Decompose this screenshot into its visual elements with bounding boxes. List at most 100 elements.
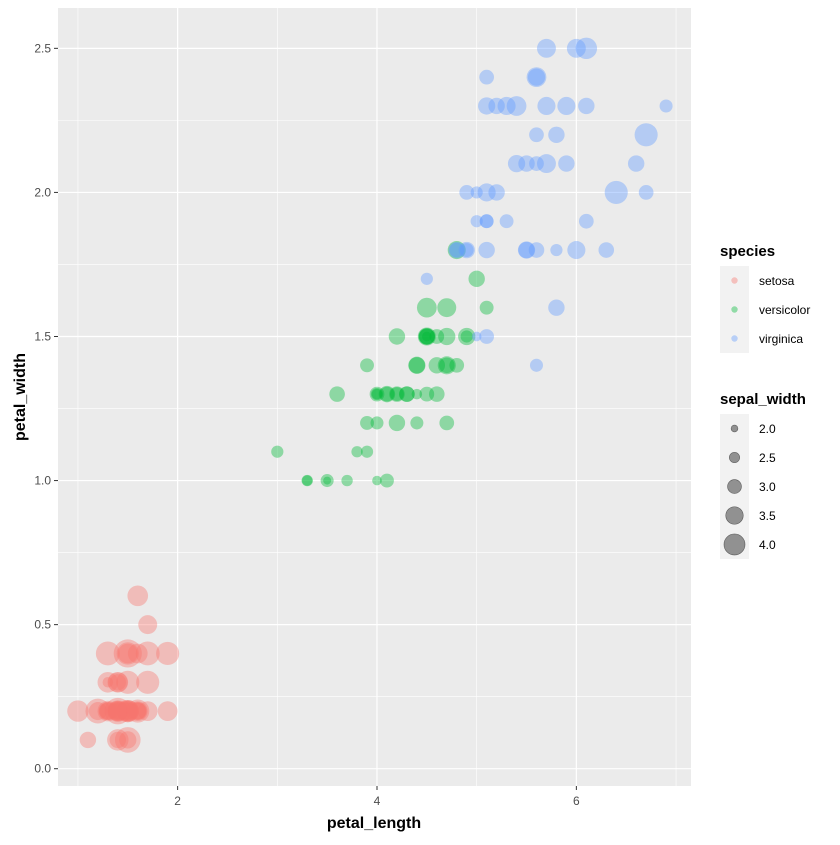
data-point-setosa bbox=[109, 702, 127, 720]
data-point-setosa bbox=[102, 677, 114, 688]
x-tick-label: 6 bbox=[573, 794, 580, 808]
data-point-virginica bbox=[478, 97, 496, 115]
data-point-virginica bbox=[566, 38, 586, 58]
data-point-versicolor bbox=[418, 328, 436, 345]
data-point-virginica bbox=[470, 186, 483, 199]
y-tick-label: 2.5 bbox=[34, 41, 51, 55]
data-point-setosa bbox=[138, 615, 158, 635]
sepal-width-legend: sepal_width 2.0 2.5 3.0 3.5 4.0 bbox=[720, 391, 806, 559]
data-point-setosa bbox=[117, 700, 139, 722]
y-tick-label: 0.5 bbox=[34, 618, 51, 632]
data-point-virginica bbox=[659, 99, 673, 113]
legend-label-setosa: setosa bbox=[759, 274, 795, 288]
x-tick-label: 2 bbox=[174, 794, 181, 808]
data-point-versicolor bbox=[341, 474, 353, 487]
data-point-setosa bbox=[126, 699, 150, 723]
data-point-versicolor bbox=[447, 241, 466, 260]
data-point-setosa bbox=[136, 670, 160, 694]
data-point-virginica bbox=[459, 243, 474, 257]
series-setosa bbox=[67, 585, 180, 753]
data-point-virginica bbox=[537, 96, 556, 116]
y-tick-label: 2.0 bbox=[34, 185, 51, 199]
data-point-virginica bbox=[517, 241, 536, 259]
series-versicolor bbox=[271, 241, 494, 488]
data-point-virginica bbox=[528, 242, 545, 258]
data-point-versicolor bbox=[389, 387, 404, 402]
data-point-versicolor bbox=[410, 416, 424, 430]
data-point-setosa bbox=[127, 701, 148, 721]
data-point-setosa bbox=[107, 671, 129, 693]
x-axis-title: petal_length bbox=[327, 815, 421, 832]
data-point-versicolor bbox=[369, 386, 385, 402]
data-point-versicolor bbox=[429, 329, 445, 344]
data-point-virginica bbox=[420, 272, 433, 285]
species-legend-title: species bbox=[720, 243, 775, 260]
data-point-versicolor bbox=[437, 356, 456, 375]
data-point-versicolor bbox=[458, 327, 476, 346]
data-point-virginica bbox=[529, 127, 544, 143]
data-point-setosa bbox=[107, 700, 129, 722]
data-point-virginica bbox=[638, 185, 654, 200]
minor-gridlines bbox=[58, 8, 691, 786]
data-point-setosa bbox=[104, 697, 132, 725]
y-tick-label: 0.0 bbox=[34, 762, 51, 776]
data-point-setosa bbox=[109, 674, 127, 691]
data-point-versicolor bbox=[372, 475, 382, 486]
data-point-setosa bbox=[113, 639, 142, 668]
x-tick-label: 4 bbox=[374, 794, 381, 808]
data-point-versicolor bbox=[419, 386, 435, 402]
legend-size-key bbox=[730, 424, 739, 433]
data-point-setosa bbox=[119, 702, 137, 720]
data-point-setosa bbox=[119, 731, 137, 749]
major-gridlines bbox=[58, 8, 691, 786]
data-point-virginica bbox=[578, 97, 595, 115]
data-point-versicolor bbox=[399, 386, 415, 402]
data-point-setosa bbox=[117, 643, 138, 664]
legend-size-key bbox=[729, 452, 740, 463]
legend-size-label: 2.5 bbox=[759, 451, 776, 465]
legend-key-bg bbox=[720, 501, 749, 530]
data-point-setosa bbox=[116, 699, 139, 723]
legend-size-label: 2.0 bbox=[759, 422, 776, 436]
data-point-versicolor bbox=[378, 385, 396, 403]
legend-key-versicolor bbox=[731, 306, 738, 313]
data-point-versicolor bbox=[417, 327, 436, 346]
series-virginica bbox=[420, 37, 673, 372]
legend-size-label: 3.5 bbox=[759, 509, 776, 523]
data-point-virginica bbox=[479, 69, 495, 85]
data-point-setosa bbox=[95, 641, 120, 666]
data-point-versicolor bbox=[429, 386, 445, 402]
data-point-virginica bbox=[488, 97, 505, 115]
data-point-virginica bbox=[558, 155, 575, 172]
data-point-versicolor bbox=[360, 358, 374, 373]
data-point-virginica bbox=[479, 329, 495, 344]
data-point-versicolor bbox=[380, 473, 394, 488]
data-point-setosa bbox=[98, 702, 117, 721]
data-point-versicolor bbox=[411, 388, 423, 400]
data-point-versicolor bbox=[370, 416, 384, 430]
data-point-versicolor bbox=[408, 356, 426, 374]
data-point-setosa bbox=[116, 699, 139, 723]
legend-size-key bbox=[727, 479, 742, 494]
data-point-setosa bbox=[137, 701, 158, 721]
data-point-setosa bbox=[99, 702, 117, 720]
data-point-versicolor bbox=[370, 388, 384, 401]
data-point-versicolor bbox=[419, 328, 435, 345]
data-point-virginica bbox=[470, 215, 483, 228]
data-point-setosa bbox=[157, 701, 178, 721]
x-axis: 2 4 6 bbox=[174, 786, 580, 808]
data-point-versicolor bbox=[460, 330, 473, 343]
data-point-versicolor bbox=[388, 328, 406, 345]
data-point-virginica bbox=[548, 126, 565, 143]
data-point-versicolor bbox=[360, 445, 374, 458]
data-point-setosa bbox=[114, 727, 141, 753]
data-point-virginica bbox=[529, 358, 544, 372]
data-point-setosa bbox=[107, 701, 128, 721]
legend-key-bg bbox=[720, 266, 749, 295]
data-point-virginica bbox=[578, 213, 594, 229]
data-point-versicolor bbox=[408, 357, 426, 374]
data-point-setosa bbox=[128, 702, 147, 721]
data-point-setosa bbox=[156, 641, 180, 666]
y-axis: 0.0 0.5 1.0 1.5 2.0 2.5 bbox=[34, 41, 58, 776]
